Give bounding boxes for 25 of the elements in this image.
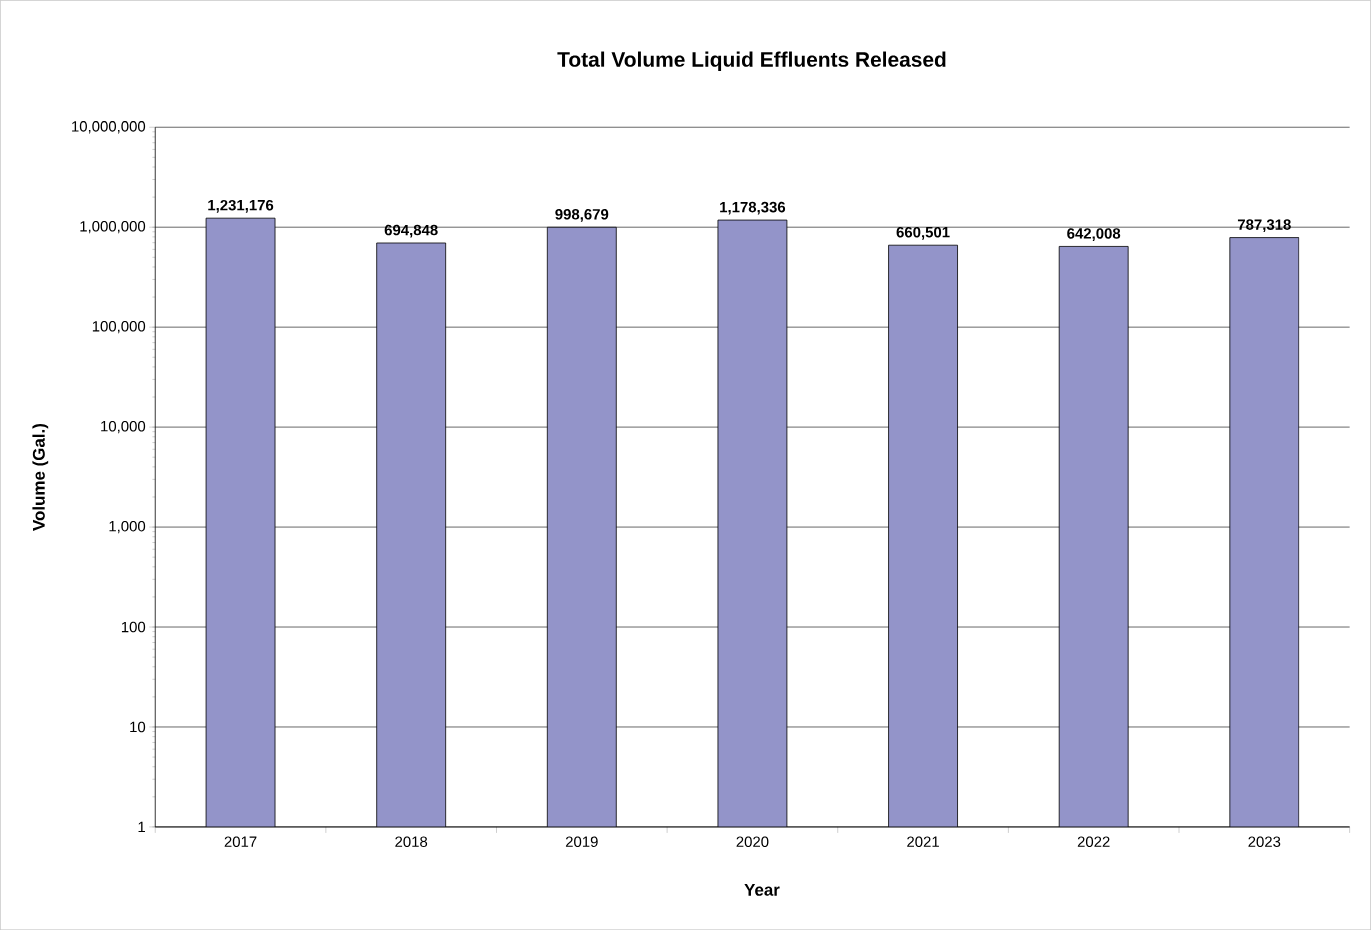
y-tick-label: 100,000 (92, 320, 146, 334)
x-tick-label: 2019 (565, 836, 598, 847)
y-tick-label: 10 (130, 721, 146, 733)
y-tick-label: 1 (138, 821, 145, 832)
x-tick-label: 2022 (1077, 836, 1110, 847)
x-tick-label: 2023 (1248, 836, 1281, 847)
data-label: 642,008 (1067, 228, 1121, 241)
y-tick-label: 10,000,000 (72, 120, 146, 134)
x-tick-label: 2017 (224, 836, 257, 847)
x-tick-label: 2021 (907, 836, 939, 847)
chart-title: Total Volume Liquid Effluents Released (557, 51, 946, 71)
y-tick-label: 100 (121, 621, 146, 633)
x-axis-title: Year (744, 883, 780, 896)
y-tick-label: 1,000 (109, 520, 146, 534)
data-label: 694,848 (384, 224, 438, 238)
data-label: 1,231,176 (208, 199, 274, 213)
x-tick-label: 2020 (736, 836, 769, 847)
data-label: 787,318 (1237, 219, 1291, 232)
y-axis-title: Volume (Gal.) (32, 423, 49, 531)
data-label: 998,679 (555, 208, 609, 222)
data-label: 1,178,336 (720, 201, 786, 215)
data-label: 660,501 (896, 226, 950, 240)
x-tick-label: 2018 (395, 836, 428, 847)
y-tick-label: 1,000,000 (80, 220, 146, 234)
y-tick-label: 10,000 (101, 420, 146, 434)
